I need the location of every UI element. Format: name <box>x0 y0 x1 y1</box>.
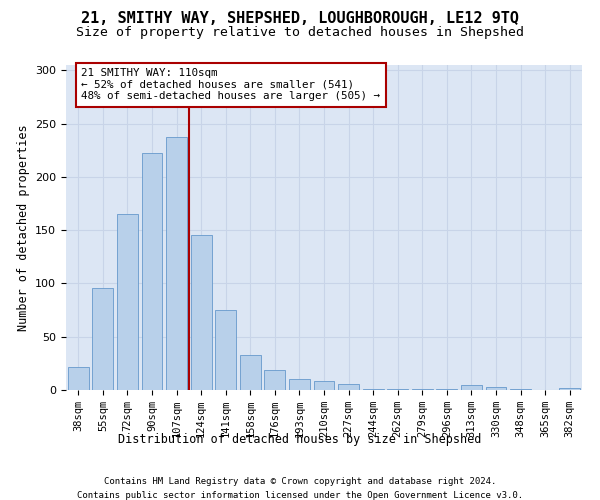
Bar <box>289 380 310 390</box>
Text: Contains public sector information licensed under the Open Government Licence v3: Contains public sector information licen… <box>77 491 523 500</box>
Text: Size of property relative to detached houses in Shepshed: Size of property relative to detached ho… <box>76 26 524 39</box>
Bar <box>166 138 187 390</box>
Bar <box>461 384 482 390</box>
Text: 21 SMITHY WAY: 110sqm
← 52% of detached houses are smaller (541)
48% of semi-det: 21 SMITHY WAY: 110sqm ← 52% of detached … <box>82 68 380 102</box>
Bar <box>314 382 334 390</box>
Bar <box>92 288 113 390</box>
Bar <box>510 389 531 390</box>
Bar <box>142 154 163 390</box>
Bar <box>68 366 89 390</box>
Bar <box>559 388 580 390</box>
Bar <box>191 236 212 390</box>
Bar <box>485 387 506 390</box>
Bar <box>240 355 261 390</box>
Bar <box>265 370 286 390</box>
Bar <box>387 389 408 390</box>
Bar <box>338 384 359 390</box>
Bar <box>117 214 138 390</box>
Bar <box>215 310 236 390</box>
Bar <box>436 389 457 390</box>
Text: Contains HM Land Registry data © Crown copyright and database right 2024.: Contains HM Land Registry data © Crown c… <box>104 478 496 486</box>
Text: Distribution of detached houses by size in Shepshed: Distribution of detached houses by size … <box>118 432 482 446</box>
Y-axis label: Number of detached properties: Number of detached properties <box>17 124 29 331</box>
Bar <box>412 389 433 390</box>
Text: 21, SMITHY WAY, SHEPSHED, LOUGHBOROUGH, LE12 9TQ: 21, SMITHY WAY, SHEPSHED, LOUGHBOROUGH, … <box>81 11 519 26</box>
Bar <box>362 389 383 390</box>
